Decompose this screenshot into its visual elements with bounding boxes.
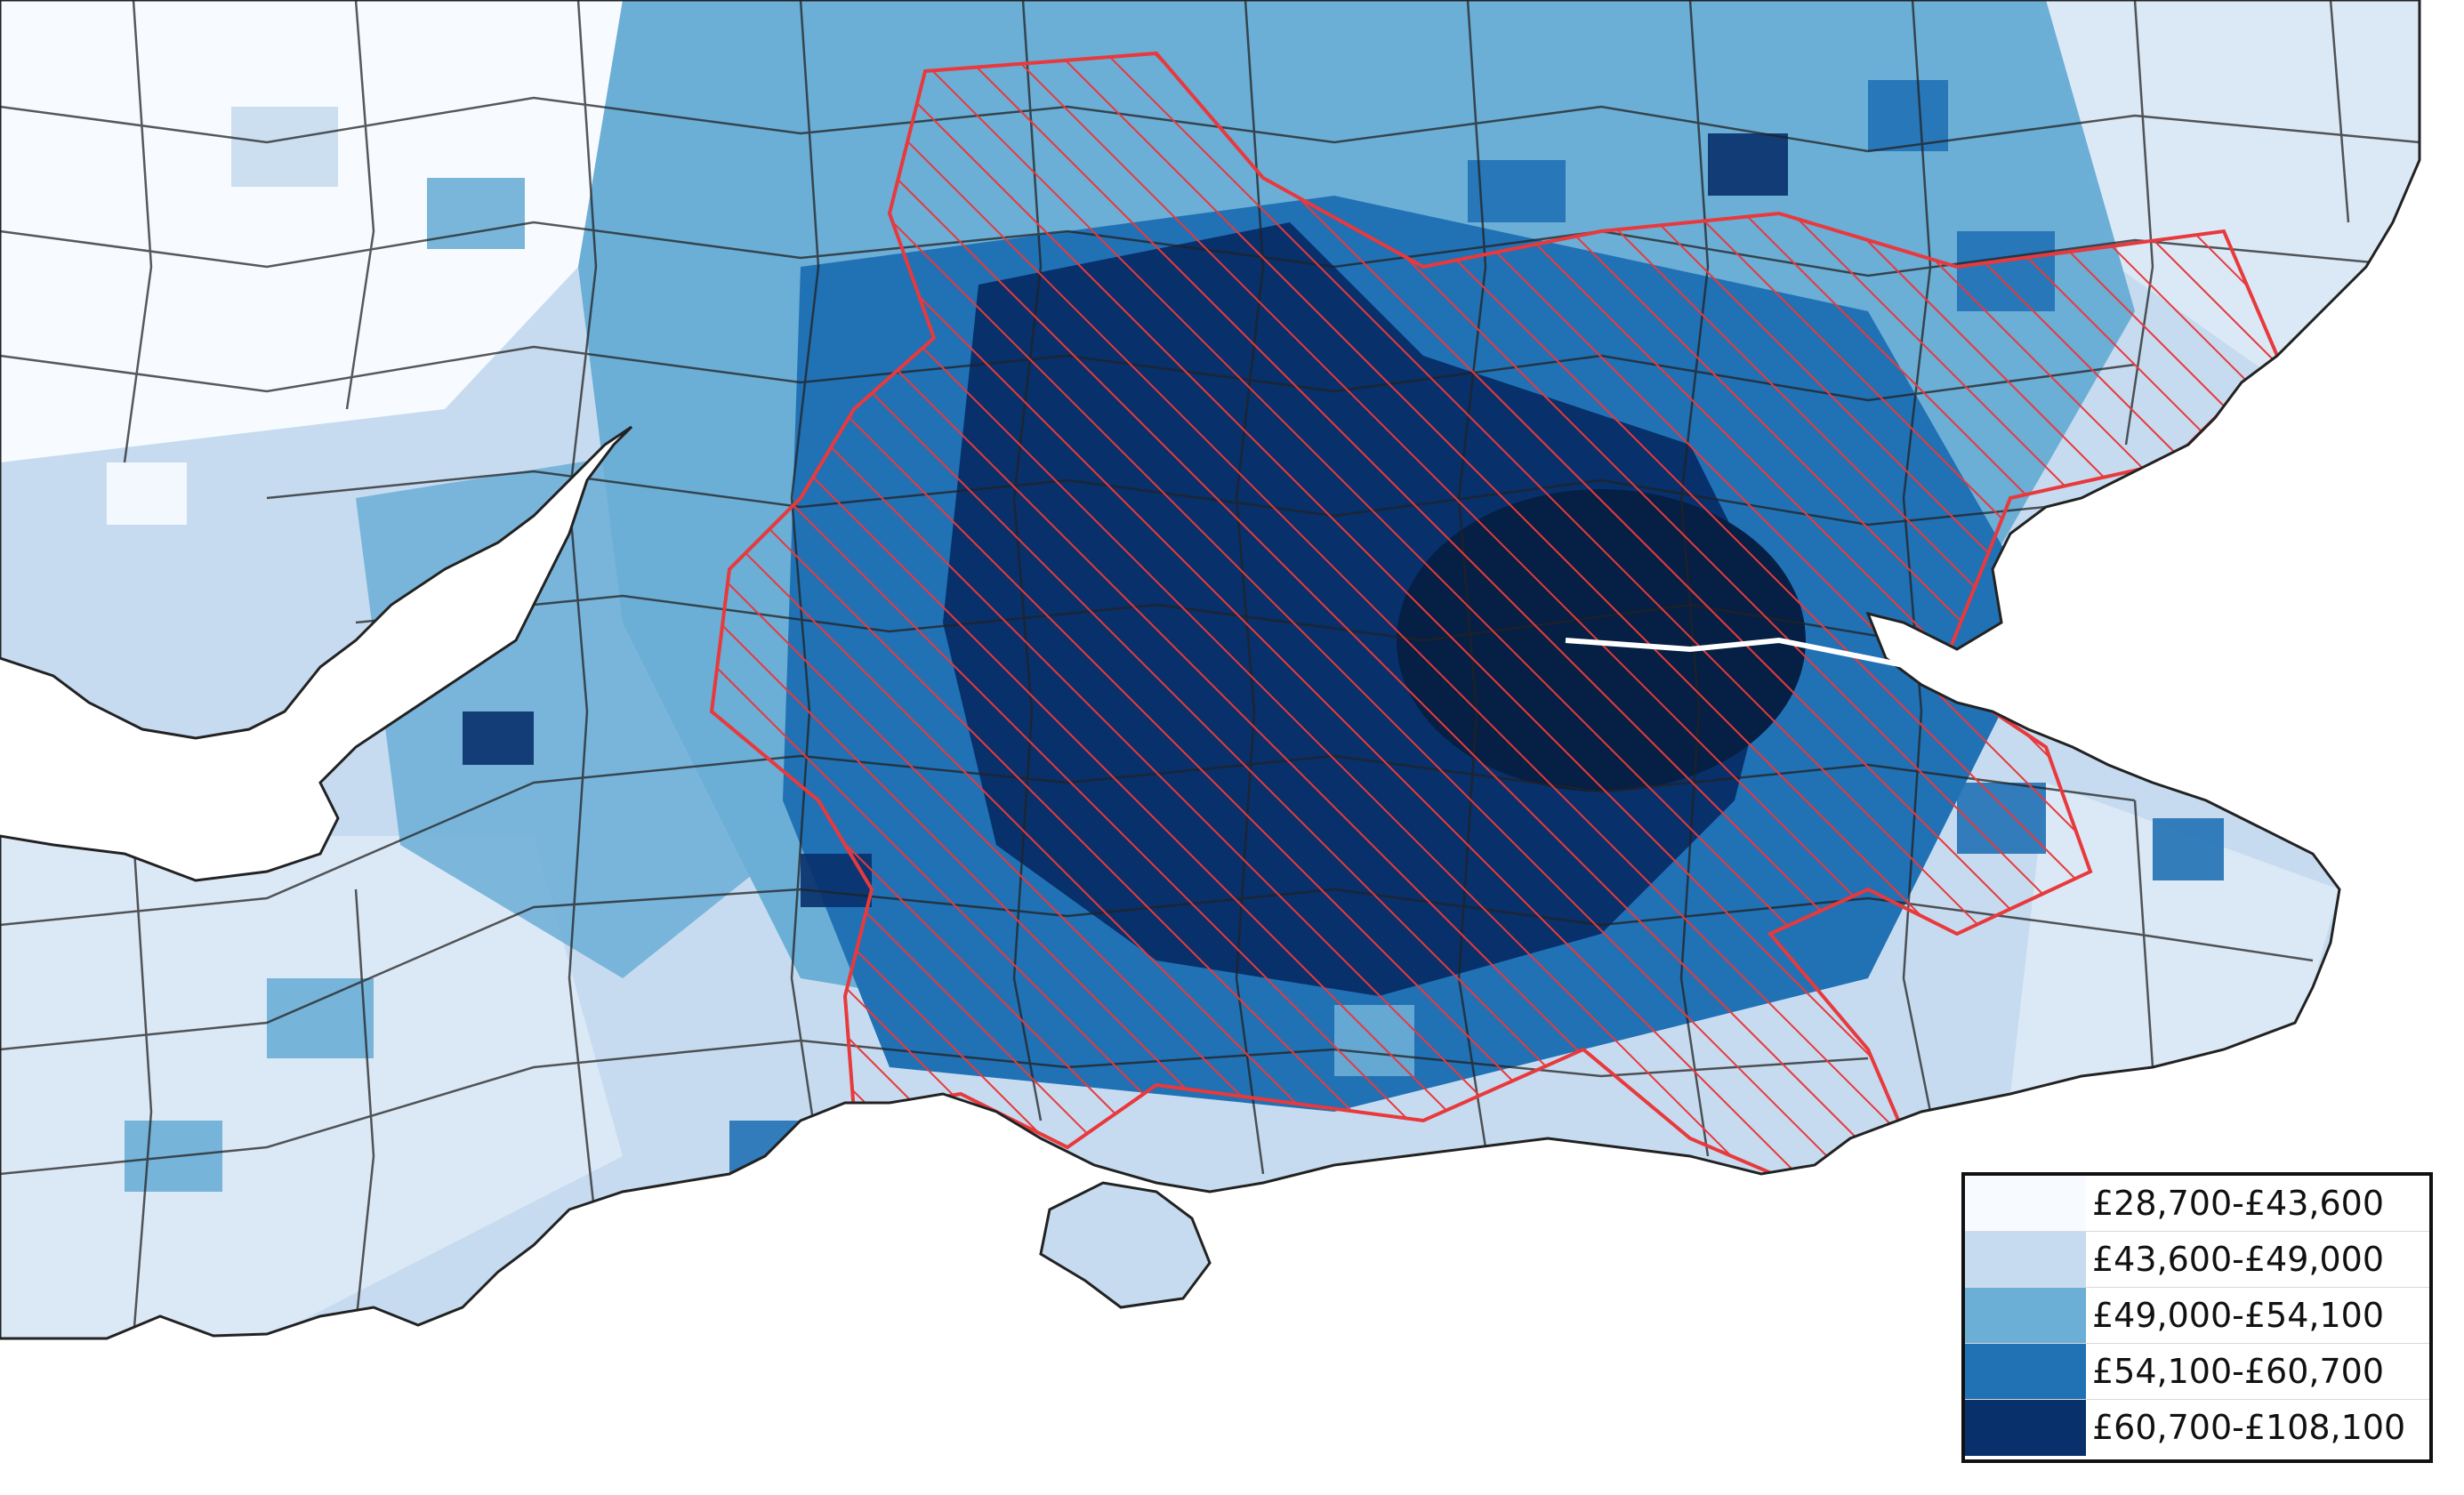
legend: £28,700-£43,600 £43,600-£49,000 £49,000-… [1961,1172,2433,1463]
legend-label: £49,000-£54,100 [2092,1296,2384,1335]
legend-item: £28,700-£43,600 [1965,1176,2429,1232]
legend-label: £54,100-£60,700 [2092,1352,2384,1391]
legend-item: £43,600-£49,000 [1965,1232,2429,1288]
legend-label: £28,700-£43,600 [2092,1184,2384,1223]
legend-swatch [1965,1400,2086,1456]
legend-item: £60,700-£108,100 [1965,1400,2429,1456]
legend-swatch [1965,1288,2086,1344]
isle-of-wight [1039,1181,1212,1309]
thames-river [1565,637,2047,687]
legend-label: £60,700-£108,100 [2092,1408,2406,1447]
legend-label: £43,600-£49,000 [2092,1240,2384,1279]
coastline [0,0,2421,1340]
legend-item: £49,000-£54,100 [1965,1288,2429,1344]
legend-swatch [1965,1344,2086,1400]
legend-item: £54,100-£60,700 [1965,1344,2429,1400]
legend-swatch [1965,1232,2086,1288]
legend-swatch [1965,1176,2086,1232]
